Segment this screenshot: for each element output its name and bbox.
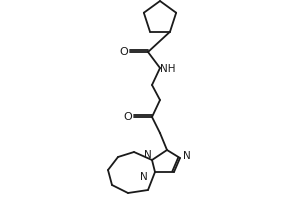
Text: O: O (124, 112, 132, 122)
Text: N: N (183, 151, 191, 161)
Text: O: O (120, 47, 128, 57)
Text: NH: NH (160, 64, 176, 74)
Text: N: N (140, 172, 148, 182)
Text: N: N (144, 150, 152, 160)
